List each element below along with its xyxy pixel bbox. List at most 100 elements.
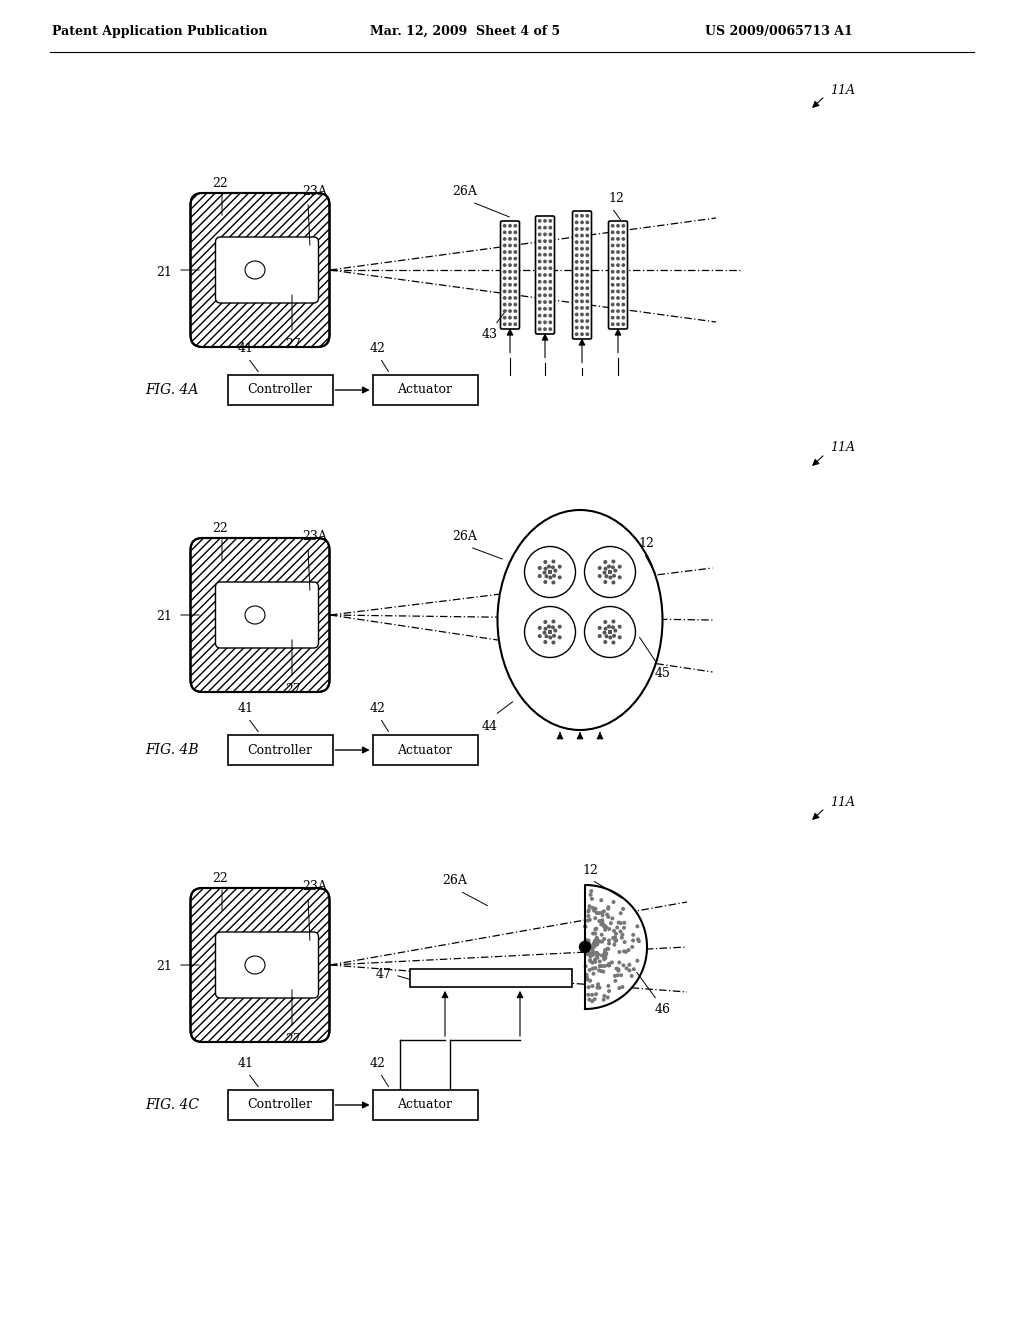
Circle shape <box>504 238 506 240</box>
Circle shape <box>608 631 611 634</box>
Circle shape <box>590 950 592 953</box>
Circle shape <box>605 948 607 950</box>
Circle shape <box>620 952 622 954</box>
Circle shape <box>611 566 614 569</box>
Circle shape <box>599 892 601 895</box>
Circle shape <box>592 912 594 915</box>
Circle shape <box>575 293 578 296</box>
Circle shape <box>611 290 613 293</box>
Circle shape <box>587 945 590 948</box>
Circle shape <box>581 273 584 276</box>
Circle shape <box>616 244 620 247</box>
Circle shape <box>611 271 613 273</box>
Circle shape <box>584 966 587 969</box>
Circle shape <box>593 932 596 935</box>
Circle shape <box>549 308 552 310</box>
Circle shape <box>601 957 604 960</box>
Circle shape <box>598 904 601 907</box>
Circle shape <box>592 962 595 965</box>
Circle shape <box>605 635 608 638</box>
Text: 26A: 26A <box>452 531 477 543</box>
Text: 27: 27 <box>285 338 301 351</box>
Text: Actuator: Actuator <box>397 384 453 396</box>
Circle shape <box>586 300 589 302</box>
Circle shape <box>549 631 551 634</box>
Circle shape <box>616 251 620 253</box>
Text: 44: 44 <box>482 719 498 733</box>
Circle shape <box>599 929 602 932</box>
Circle shape <box>581 306 584 309</box>
Circle shape <box>586 242 589 243</box>
Text: Patent Application Publication: Patent Application Publication <box>52 25 267 38</box>
Circle shape <box>587 936 589 939</box>
Circle shape <box>575 222 578 223</box>
Circle shape <box>585 935 587 937</box>
FancyBboxPatch shape <box>227 1090 333 1119</box>
Circle shape <box>509 310 511 313</box>
Text: Controller: Controller <box>248 743 312 756</box>
Circle shape <box>539 273 541 276</box>
Circle shape <box>586 306 589 309</box>
Circle shape <box>624 939 626 941</box>
Circle shape <box>539 566 541 569</box>
Circle shape <box>593 944 595 946</box>
Circle shape <box>608 631 611 634</box>
FancyBboxPatch shape <box>215 582 318 648</box>
Circle shape <box>586 935 589 937</box>
Circle shape <box>575 273 578 276</box>
Text: 23A: 23A <box>302 880 327 894</box>
Text: 22: 22 <box>212 521 227 535</box>
Circle shape <box>585 981 588 983</box>
Circle shape <box>608 631 611 634</box>
Circle shape <box>584 945 587 948</box>
Circle shape <box>586 313 589 315</box>
Circle shape <box>504 290 506 293</box>
Circle shape <box>608 570 611 573</box>
Circle shape <box>589 960 592 962</box>
Text: 45: 45 <box>655 667 671 680</box>
Circle shape <box>539 240 541 243</box>
Circle shape <box>611 238 613 240</box>
Circle shape <box>544 308 546 310</box>
Circle shape <box>514 264 516 267</box>
Circle shape <box>554 569 557 572</box>
Circle shape <box>548 565 550 568</box>
Text: Controller: Controller <box>248 384 312 396</box>
Circle shape <box>608 631 611 634</box>
Circle shape <box>585 950 588 953</box>
Circle shape <box>594 919 597 920</box>
Circle shape <box>549 636 552 639</box>
Circle shape <box>544 260 546 263</box>
Circle shape <box>594 941 597 944</box>
Circle shape <box>549 570 551 573</box>
Circle shape <box>604 640 606 643</box>
Circle shape <box>609 978 611 981</box>
Circle shape <box>591 916 593 919</box>
Circle shape <box>544 301 546 304</box>
Circle shape <box>610 909 613 912</box>
Circle shape <box>611 231 613 234</box>
Circle shape <box>590 954 593 957</box>
Circle shape <box>586 940 589 942</box>
Circle shape <box>543 572 546 574</box>
Circle shape <box>509 231 511 234</box>
Circle shape <box>509 323 511 326</box>
Circle shape <box>585 945 588 948</box>
Circle shape <box>549 247 552 249</box>
Circle shape <box>611 277 613 280</box>
Circle shape <box>594 961 597 964</box>
Circle shape <box>539 281 541 282</box>
Circle shape <box>620 981 623 983</box>
Circle shape <box>623 238 625 240</box>
Circle shape <box>544 288 546 289</box>
Circle shape <box>504 271 506 273</box>
Circle shape <box>609 929 612 932</box>
Circle shape <box>504 323 506 326</box>
Circle shape <box>552 626 554 628</box>
Circle shape <box>595 998 597 1001</box>
Circle shape <box>616 257 620 260</box>
Circle shape <box>544 314 546 317</box>
Circle shape <box>598 566 601 569</box>
Circle shape <box>618 636 621 639</box>
Circle shape <box>584 945 587 948</box>
